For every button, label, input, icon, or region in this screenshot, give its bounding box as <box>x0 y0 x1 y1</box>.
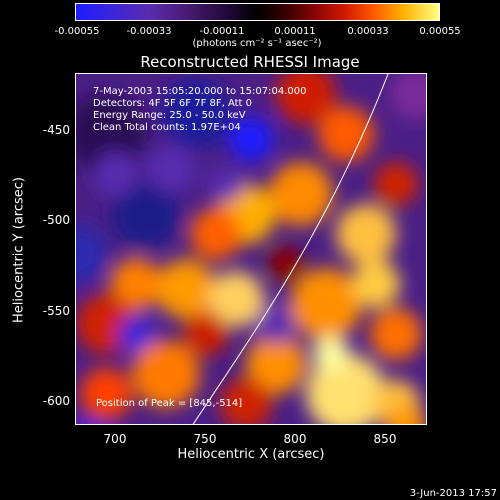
emission-blob <box>313 336 349 372</box>
colorbar-tick: 0.00033 <box>347 26 389 37</box>
emission-blob <box>220 378 272 424</box>
emission-blob <box>268 246 304 282</box>
emission-blob <box>306 354 386 424</box>
emission-blob <box>208 271 264 327</box>
emission-blob <box>76 94 146 174</box>
detectors-annotation: Detectors: 4F 5F 6F 7F 8F, Att 0 <box>93 98 253 109</box>
emission-blob <box>80 368 132 420</box>
x-tick-label: 700 <box>103 432 127 446</box>
x-tick-label: 800 <box>283 432 307 446</box>
y-tick-label: -600 <box>42 394 70 408</box>
energy-annotation: Energy Range: 25.0 - 50.0 keV <box>93 110 246 121</box>
y-tick-label: -450 <box>42 123 70 137</box>
image-title: Reconstructed RHESSI Image <box>140 53 360 71</box>
colorbar-tick: -0.00055 <box>54 26 100 37</box>
emission-blob <box>76 424 116 425</box>
colorbar-tick: -0.00011 <box>199 26 245 37</box>
emission-blob <box>352 260 400 308</box>
emission-blob <box>147 145 195 193</box>
emission-blob <box>229 117 273 161</box>
x-tick-label: 850 <box>373 432 397 446</box>
emission-blob <box>370 308 422 360</box>
emission-blob <box>318 106 374 162</box>
emission-blob <box>184 312 228 356</box>
y-tick-label: -500 <box>42 213 70 227</box>
emission-blob <box>156 259 216 319</box>
emission-blob <box>336 204 396 264</box>
timestamp: 3-Jun-2013 17:57 <box>409 488 497 499</box>
emission-blob <box>110 258 162 310</box>
x-tick-label: 750 <box>193 432 217 446</box>
emission-blob <box>276 74 336 124</box>
emission-blob <box>208 166 244 202</box>
x-axis-label: Heliocentric X (arcsec) <box>177 447 325 462</box>
image-canvas <box>76 74 426 425</box>
emission-blobs <box>76 74 426 425</box>
emission-blob <box>118 316 154 352</box>
emission-blob <box>94 152 138 196</box>
colorbar-tick: -0.00033 <box>126 26 172 37</box>
peak-position: Position of Peak = [845,-514] <box>96 398 243 409</box>
emission-blob <box>111 179 181 249</box>
colorbar <box>75 3 440 21</box>
clean-annotation: Clean Total counts: 1.97E+04 <box>93 122 241 133</box>
rhessi-image <box>75 73 427 425</box>
emission-blob <box>269 162 333 226</box>
emission-blob <box>246 334 306 394</box>
colorbar-tick: 0.00011 <box>274 26 316 37</box>
emission-blob <box>161 79 231 149</box>
emission-blob <box>132 340 200 408</box>
colorbar-tick: 0.00055 <box>419 26 461 37</box>
time-annotation: 7-May-2003 15:05:20.000 to 15:07:04.000 <box>93 86 307 97</box>
emission-blob <box>76 224 106 284</box>
y-axis-label: Heliocentric Y (arcsec) <box>11 177 27 323</box>
y-tick-label: -550 <box>42 304 70 318</box>
emission-blob <box>290 268 362 340</box>
solar-limb-line <box>192 74 389 424</box>
emission-blob <box>256 304 296 344</box>
emission-blob <box>390 74 426 120</box>
colorbar-unit: (photons cm⁻² s⁻¹ asec⁻²) <box>192 38 322 49</box>
emission-blob <box>190 208 242 260</box>
emission-blob <box>386 404 426 424</box>
emission-blob <box>374 162 418 206</box>
